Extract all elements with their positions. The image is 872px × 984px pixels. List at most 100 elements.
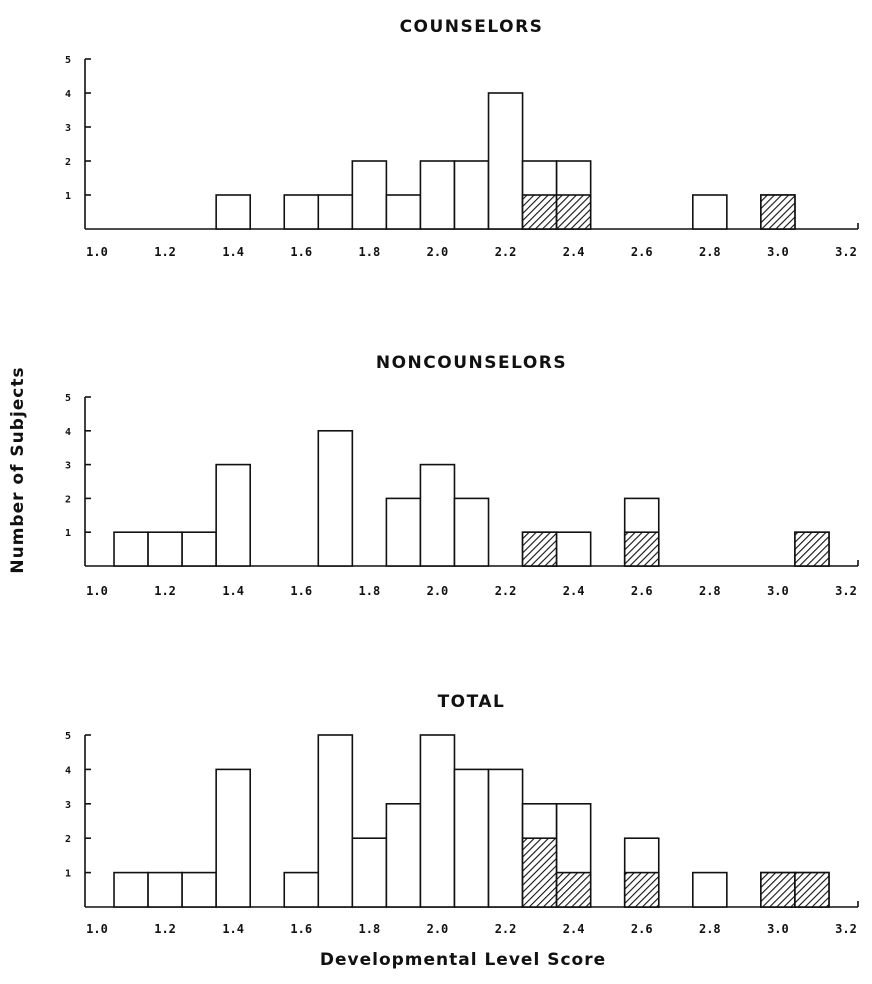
x-tick-label: 3.0 [767, 922, 789, 936]
y-tick-label: 2 [65, 494, 71, 505]
histogram-bar-shaded [521, 531, 558, 567]
y-tick-label: 5 [65, 731, 71, 742]
x-tick-label: 3.0 [767, 245, 789, 259]
x-tick-label: 1.2 [154, 584, 176, 598]
histogram-bar-shaded [521, 194, 558, 230]
x-tick-label: 1.6 [290, 584, 312, 598]
histogram-bar [181, 871, 217, 908]
histogram-bar-shaded [555, 194, 592, 230]
histogram-bar [555, 531, 592, 567]
x-tick-label: 1.6 [290, 245, 312, 259]
x-tick-label: 2.8 [699, 245, 721, 259]
histogram-bar [419, 463, 456, 567]
histogram-bar [453, 497, 490, 567]
histogram-bar-shaded [623, 871, 660, 908]
x-tick-label: 1.0 [86, 922, 108, 936]
y-tick-label: 3 [65, 800, 71, 811]
histogram-panel-2: NONCOUNSELORS 1 2 3 4 5 1.0 1.2 1.4 1.6 1.8 2.0 2.2 2… [65, 353, 859, 598]
y-axis-title: Number of Subjects [8, 366, 28, 573]
x-tick-label: 2.4 [563, 245, 585, 259]
x-tick-label: 2.0 [427, 245, 449, 259]
x-tick-label: 1.8 [359, 245, 381, 259]
histogram-bar [147, 871, 183, 908]
histogram-panel-3: TOTAL 1 2 3 4 5 1.0 1.2 1.4 1.6 1.8 2.0 2.2 2.4 2.6 2.8… [65, 692, 859, 936]
x-tick-label: 1.2 [154, 245, 176, 259]
x-tick-label: 2.6 [631, 584, 653, 598]
histogram-bar [147, 531, 183, 567]
panel-title: COUNSELORS [400, 17, 544, 37]
x-tick-label: 2.6 [631, 245, 653, 259]
panel-title: NONCOUNSELORS [376, 353, 567, 373]
x-tick-label: 1.4 [222, 922, 244, 936]
histogram-bar-shaded [760, 194, 796, 230]
x-tick-label: 2.8 [699, 584, 721, 598]
x-tick-label: 1.4 [222, 245, 244, 259]
histogram-bar [691, 194, 728, 230]
x-tick-label: 2.4 [563, 922, 585, 936]
x-tick-label: 2.4 [563, 584, 585, 598]
x-tick-label: 1.8 [359, 922, 381, 936]
histogram-panel-1: COUNSELORS 1 2 3 4 5 1.0 1.2 1.4 1.6 1.8 2.0 2.2 2.4 2… [65, 17, 859, 259]
histogram-bar [283, 871, 320, 908]
histogram-bar-shaded [794, 531, 830, 567]
x-tick-label: 2.0 [427, 584, 449, 598]
y-tick-label: 4 [65, 427, 71, 438]
histogram-bar [317, 429, 354, 567]
histogram-bar [419, 734, 456, 908]
x-tick-label: 2.8 [699, 922, 721, 936]
histogram-bar [181, 531, 217, 567]
x-tick-label: 2.2 [495, 245, 517, 259]
histogram-bar [691, 871, 728, 908]
y-tick-label: 3 [65, 461, 71, 472]
histogram-bar [113, 531, 149, 567]
histogram-bar-shaded [760, 871, 796, 908]
x-tick-label: 1.0 [86, 584, 108, 598]
histogram-bar [317, 194, 354, 230]
histogram-bar [351, 160, 388, 230]
y-tick-label: 4 [65, 89, 71, 100]
x-tick-label: 1.0 [86, 245, 108, 259]
x-tick-label: 2.6 [631, 922, 653, 936]
y-tick-label: 1 [65, 191, 71, 202]
x-tick-label: 1.6 [290, 922, 312, 936]
x-tick-label: 3.2 [835, 245, 857, 259]
y-tick-label: 1 [65, 869, 71, 880]
x-tick-label: 1.2 [154, 922, 176, 936]
y-tick-label: 5 [65, 55, 71, 66]
histogram-bar [487, 92, 524, 230]
x-tick-label: 2.0 [427, 922, 449, 936]
y-tick-label: 3 [65, 123, 71, 134]
histogram-bar [215, 463, 252, 567]
histogram-bar [317, 734, 354, 908]
y-tick-label: 1 [65, 528, 71, 539]
y-tick-label: 2 [65, 834, 71, 845]
x-tick-label: 3.2 [835, 922, 857, 936]
histogram-bar [385, 194, 422, 230]
histogram-bar-shaded [794, 871, 830, 908]
histogram-bar [419, 160, 456, 230]
histogram-bar-shaded [623, 531, 660, 567]
histogram-bar [283, 194, 320, 230]
panel-title: TOTAL [438, 692, 506, 712]
y-tick-label: 2 [65, 157, 71, 168]
y-tick-label: 4 [65, 765, 71, 776]
y-tick-label: 5 [65, 393, 71, 404]
histogram-bar [385, 802, 422, 908]
histogram-bar [487, 768, 524, 908]
histogram-bar-shaded [555, 871, 592, 908]
x-tick-label: 1.4 [222, 584, 244, 598]
histogram-bar [215, 768, 252, 908]
histogram-bar [453, 160, 490, 230]
histogram-bar [453, 768, 490, 908]
histogram-bar [215, 194, 252, 230]
x-tick-label: 3.0 [767, 584, 789, 598]
x-tick-label: 2.2 [495, 922, 517, 936]
x-tick-label: 1.8 [359, 584, 381, 598]
histogram-bar [351, 837, 388, 908]
x-axis-title: Developmental Level Score [320, 950, 606, 970]
histogram-bar [113, 871, 149, 908]
x-tick-label: 2.2 [495, 584, 517, 598]
histogram-bar [385, 497, 422, 567]
